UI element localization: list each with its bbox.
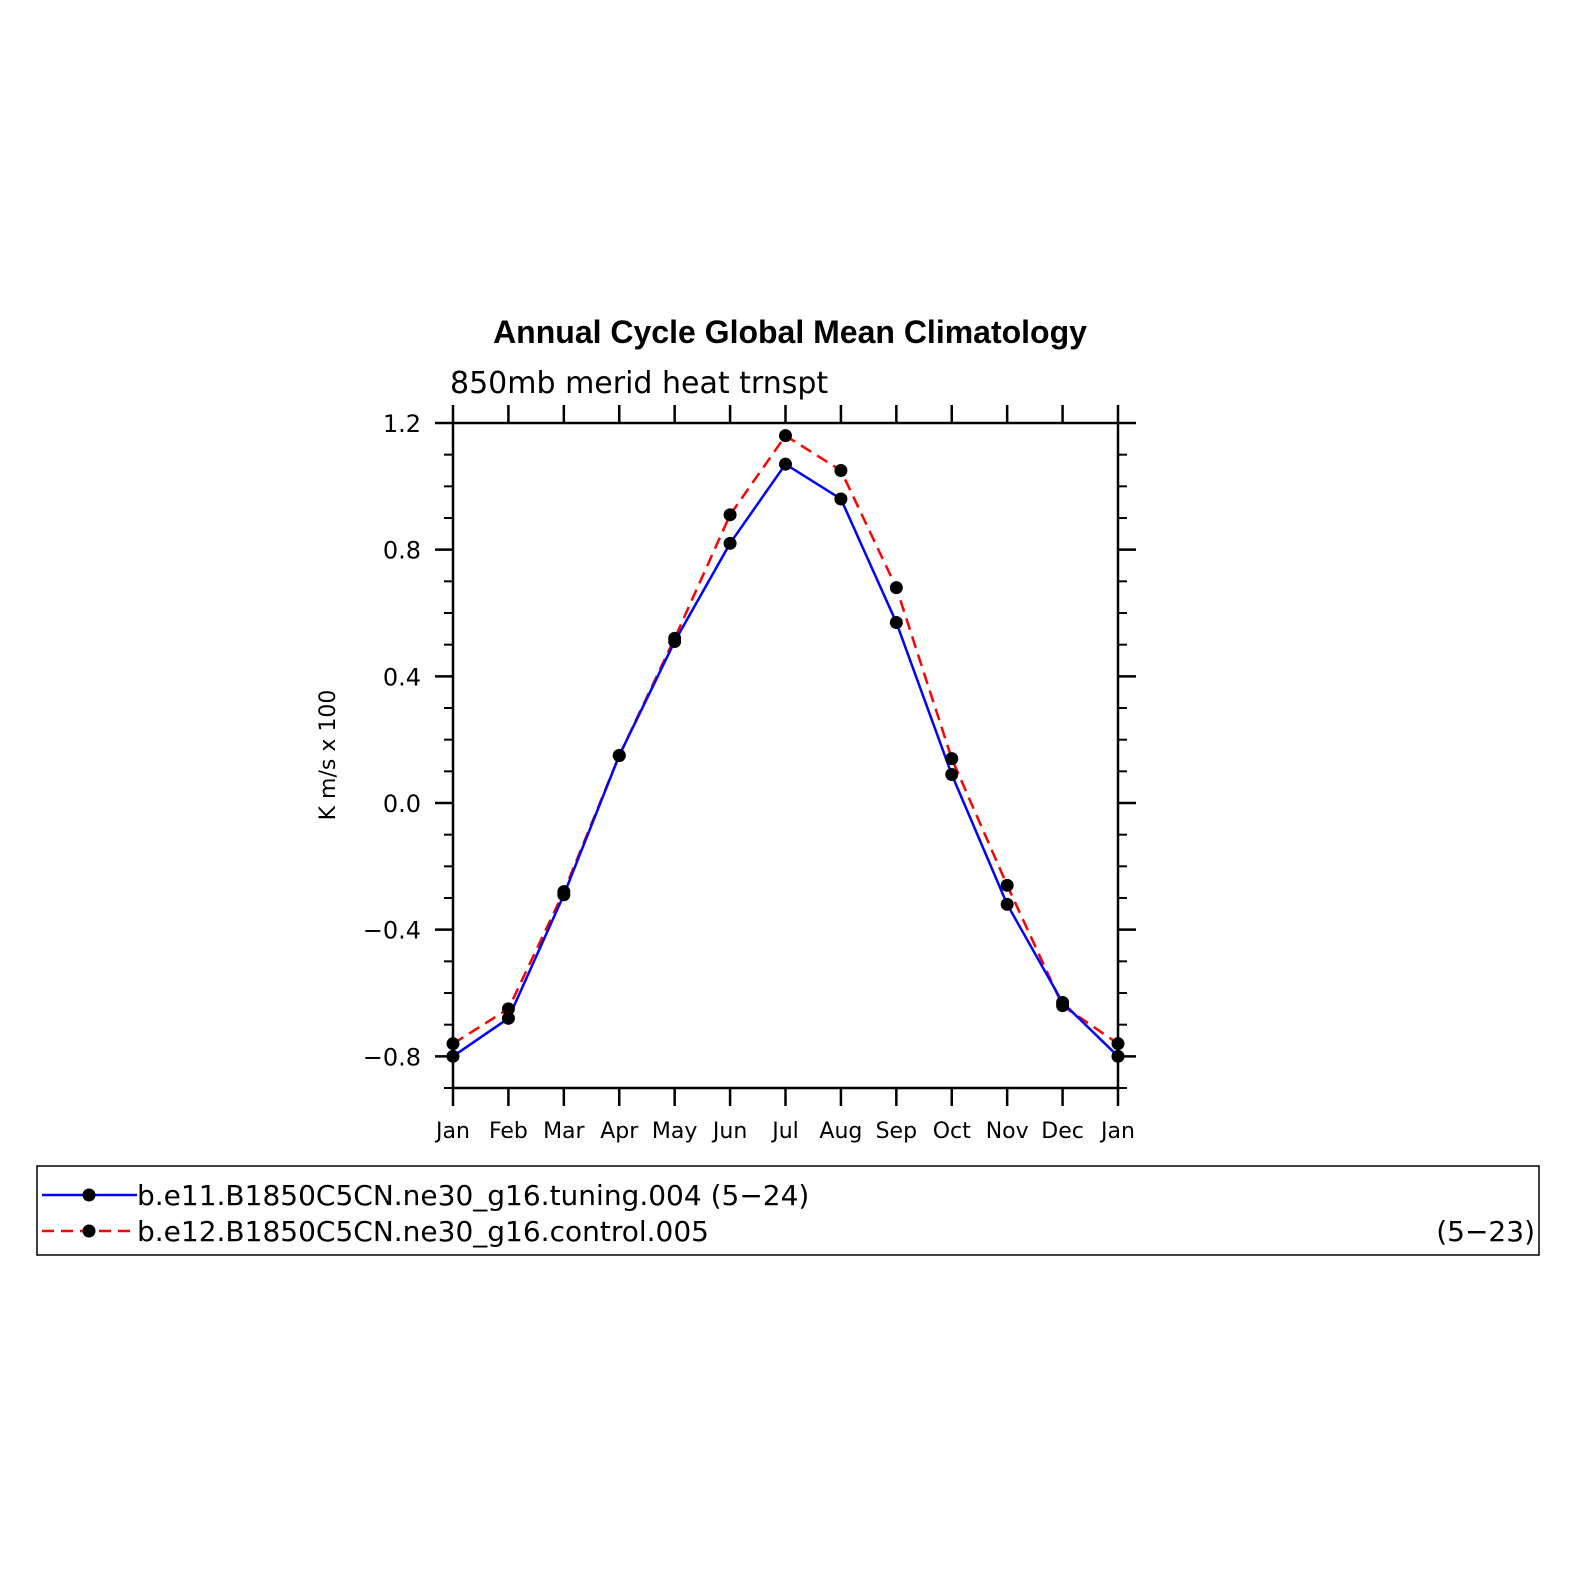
data-point xyxy=(723,508,737,522)
y-tick-label: −0.8 xyxy=(363,1043,421,1071)
plot-frame xyxy=(451,421,1120,1090)
data-point xyxy=(446,1049,460,1063)
y-tick-label: 0.4 xyxy=(383,663,421,691)
data-point xyxy=(557,885,571,899)
y-tick-label: −0.4 xyxy=(363,917,421,945)
data-point xyxy=(834,492,848,506)
legend-years: (5−23) xyxy=(1436,1215,1535,1248)
legend-box xyxy=(36,1165,1540,1256)
x-tick-label: Sep xyxy=(876,1119,917,1144)
y-tick-labels: 1.2 0.8 0.4 0.0 −0.4 −0.8 xyxy=(363,410,421,1071)
y-tick-label: 1.2 xyxy=(383,410,421,438)
data-point xyxy=(779,429,792,443)
data-point xyxy=(1111,1049,1125,1063)
data-point xyxy=(834,464,848,477)
legend-marker xyxy=(82,1188,96,1202)
data-point xyxy=(889,581,903,595)
chart-title: Annual Cycle Global Mean Climatology xyxy=(493,314,1087,350)
series-lines xyxy=(452,433,1119,1058)
legend-label: b.e11.B1850C5CN.ne30_g16.tuning.004 (5−2… xyxy=(137,1179,809,1212)
x-tick-label: Feb xyxy=(489,1119,528,1144)
x-tick-label: Jan xyxy=(434,1119,470,1144)
data-point xyxy=(889,616,903,629)
data-point xyxy=(612,749,626,762)
y-axis-label: K m/s x 100 xyxy=(316,690,341,821)
data-point xyxy=(1056,999,1070,1013)
data-point xyxy=(945,768,959,781)
data-point xyxy=(501,1002,515,1016)
data-point xyxy=(1000,878,1014,892)
data-point xyxy=(501,1011,515,1025)
y-tick-label: 0.8 xyxy=(383,537,421,565)
data-point xyxy=(668,631,682,645)
data-point xyxy=(945,752,959,766)
data-point xyxy=(446,1037,460,1051)
x-tick-label: May xyxy=(652,1119,697,1144)
y-tick-label: 0.0 xyxy=(383,790,421,818)
x-tick-label: Oct xyxy=(933,1119,971,1144)
x-tick-label: Jan xyxy=(1099,1119,1135,1144)
data-point xyxy=(1000,897,1014,911)
legend: b.e11.B1850C5CN.ne30_g16.tuning.004 (5−2… xyxy=(36,1165,1540,1256)
data-point xyxy=(779,457,792,471)
x-tick-label: Apr xyxy=(600,1119,639,1144)
series-line xyxy=(452,433,1119,1045)
series-line xyxy=(452,462,1119,1058)
x-tick-label: Aug xyxy=(819,1119,862,1144)
x-tick-label: Jun xyxy=(711,1119,747,1144)
x-tick-label: Dec xyxy=(1041,1119,1084,1144)
x-tick-labels: Jan Feb Mar Apr May Jun Jul Aug Sep Oct Nov Dec Jan xyxy=(434,1119,1135,1144)
x-tick-label: Mar xyxy=(543,1119,585,1144)
x-tick-label: Nov xyxy=(986,1119,1029,1144)
axis-ticks xyxy=(435,405,1136,1106)
x-tick-label: Jul xyxy=(770,1119,799,1144)
chart-subtitle: 850mb merid heat trnspt xyxy=(450,366,828,401)
legend-marker xyxy=(82,1224,96,1238)
series-markers xyxy=(446,429,1125,1063)
data-point xyxy=(723,536,737,550)
data-point xyxy=(1111,1037,1125,1051)
legend-label: b.e12.B1850C5CN.ne30_g16.control.005 xyxy=(137,1215,709,1248)
